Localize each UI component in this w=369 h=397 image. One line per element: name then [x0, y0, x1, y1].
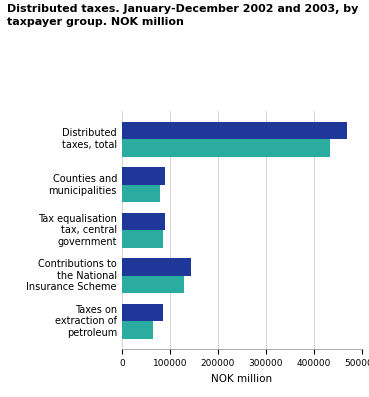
Bar: [122, 122, 347, 139]
Bar: [122, 276, 184, 293]
Bar: [122, 258, 192, 276]
Bar: [122, 230, 162, 248]
Bar: [122, 213, 165, 230]
Bar: [122, 185, 160, 202]
Text: Distributed taxes. January-December 2002 and 2003, by
taxpayer group. NOK millio: Distributed taxes. January-December 2002…: [7, 4, 359, 27]
Bar: [122, 304, 162, 321]
Bar: [122, 139, 330, 156]
X-axis label: NOK million: NOK million: [211, 374, 272, 384]
Bar: [122, 321, 153, 339]
Bar: [122, 168, 165, 185]
